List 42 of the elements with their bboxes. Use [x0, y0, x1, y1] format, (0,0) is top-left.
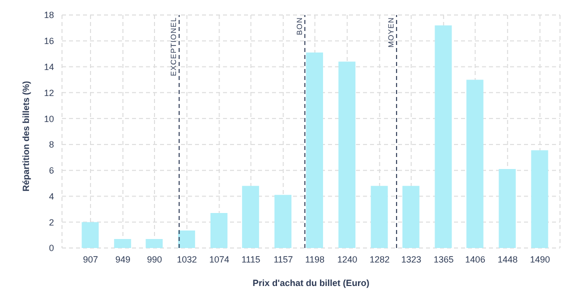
bar: [82, 222, 99, 248]
bar: [242, 186, 260, 248]
bar: [370, 186, 388, 248]
bar: [338, 62, 356, 248]
bar: [498, 169, 516, 248]
y-tick-label: 8: [48, 140, 54, 150]
y-tick-label: 4: [48, 191, 54, 202]
x-tick-label: 1490: [530, 254, 550, 264]
y-tick-label: 16: [44, 36, 54, 46]
bar: [531, 150, 548, 248]
bar: [274, 194, 292, 248]
x-tick-label: 1282: [370, 254, 390, 264]
x-tick-label: 1115: [242, 254, 260, 264]
x-tick-label: 1074: [209, 254, 230, 264]
y-tick-label: 12: [44, 88, 54, 98]
bar: [402, 186, 420, 248]
x-tick-label: 1032: [176, 254, 197, 264]
y-tick-label: 10: [44, 114, 54, 124]
bar: [210, 213, 228, 248]
x-tick-label: 949: [115, 254, 130, 264]
y-tick-label: 18: [44, 10, 54, 20]
y-axis-title: Répartition des billets (%): [21, 80, 32, 192]
x-tick-label: 1365: [434, 254, 454, 264]
x-tick-label: 1406: [465, 254, 486, 264]
bar: [306, 52, 324, 248]
x-tick-label: 1198: [305, 254, 325, 264]
x-tick-label: 1323: [401, 254, 422, 264]
x-tick-label: 1240: [337, 254, 358, 264]
y-tick-label: 2: [48, 217, 54, 228]
y-tick-label: 14: [44, 62, 54, 72]
bar: [434, 25, 452, 248]
y-tick-label: 0: [48, 243, 54, 254]
bar: [146, 238, 163, 248]
bar: [178, 230, 196, 248]
x-axis-title: Prix d'achat du billet (Euro): [252, 278, 370, 288]
x-tick-label: 1157: [274, 254, 293, 264]
bar: [114, 238, 132, 248]
y-tick-label: 6: [48, 166, 54, 176]
x-tick-label: 907: [83, 254, 98, 264]
x-tick-label: 1448: [498, 254, 518, 264]
x-tick-label: 990: [146, 254, 162, 264]
bar: [466, 80, 484, 248]
